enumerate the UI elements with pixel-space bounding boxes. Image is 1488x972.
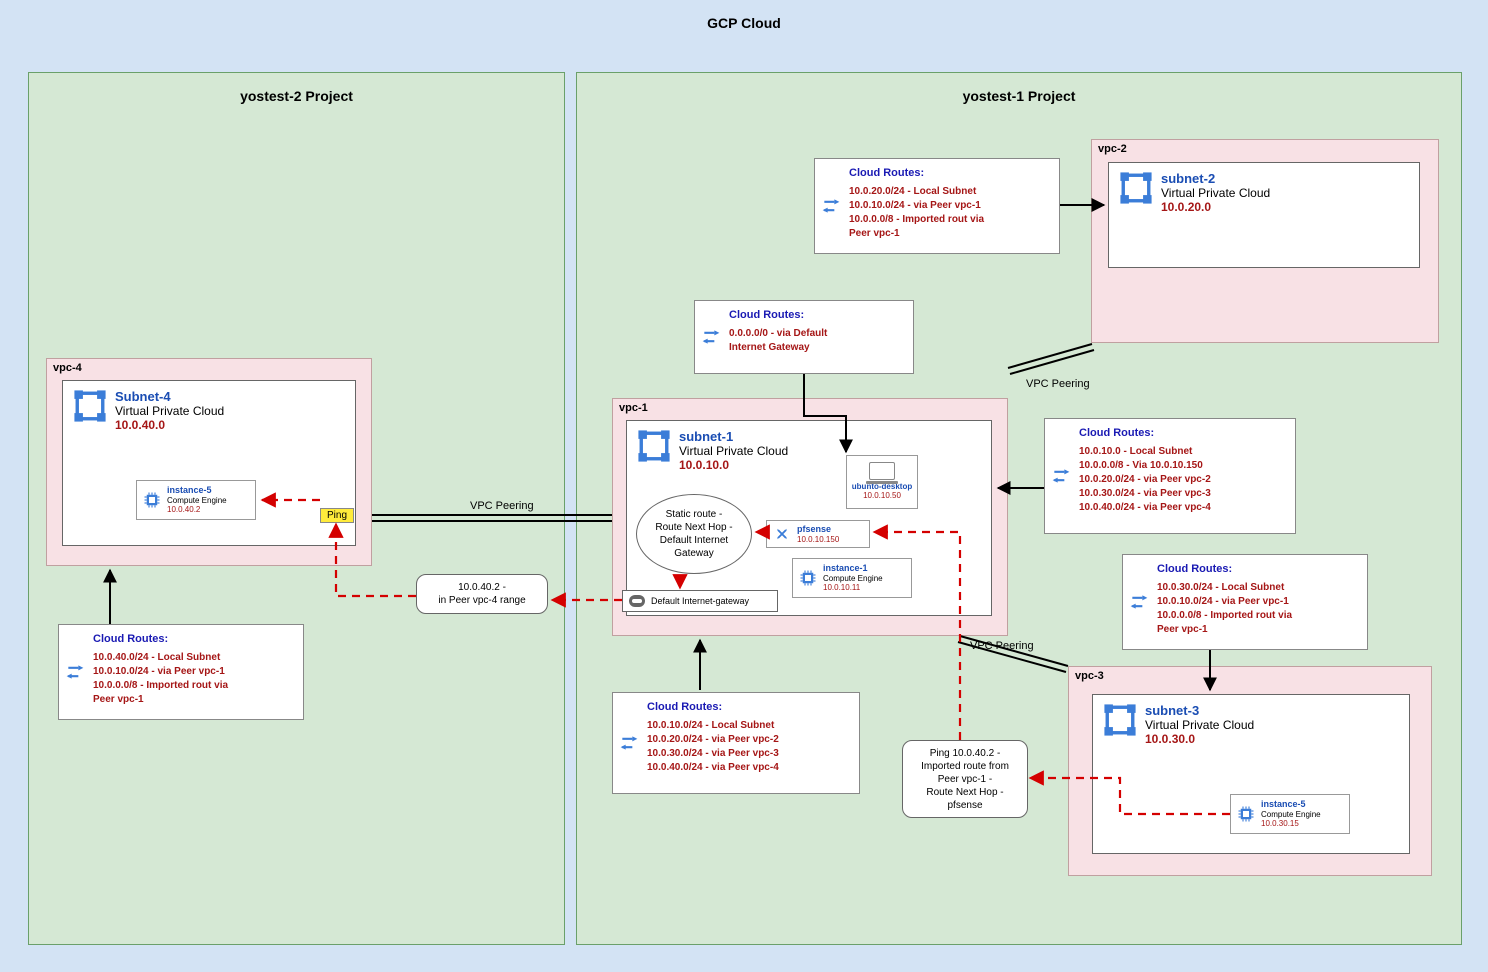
- routes-vpc1-bottom: Cloud Routes: 10.0.10.0/24 - Local Subne…: [612, 692, 860, 794]
- subnet-3-type: Virtual Private Cloud: [1145, 718, 1254, 732]
- vpc-3-label: vpc-3: [1075, 670, 1104, 682]
- pf-ip: 10.0.10.150: [797, 535, 839, 545]
- rt-title: Cloud Routes:: [1157, 563, 1357, 575]
- page-title: GCP Cloud: [0, 15, 1488, 31]
- rt-title: Cloud Routes:: [93, 633, 293, 645]
- vpc-icon: [73, 389, 107, 423]
- vpc-4-label: vpc-4: [53, 362, 82, 374]
- routes-icon: [619, 733, 639, 753]
- pfsense: pfsense 10.0.10.150: [766, 520, 870, 548]
- ubunto-desktop: ubunto-desktop 10.0.10.50: [846, 455, 918, 509]
- subnet-2-ip: 10.0.20.0: [1161, 200, 1270, 214]
- compute-engine-icon: [1237, 805, 1255, 823]
- i5b-name: instance-5: [1261, 799, 1321, 810]
- routes-default: Cloud Routes: 0.0.0.0/0 - via DefaultInt…: [694, 300, 914, 374]
- instance-5a-name: instance-5: [167, 485, 227, 496]
- subnet-4-ip: 10.0.40.0: [115, 418, 224, 432]
- vpc-icon: [637, 429, 671, 463]
- gateway-label: Default Internet-gateway: [651, 596, 749, 606]
- instance-5a-sub: Compute Engine: [167, 496, 227, 506]
- instance-5-vpc4: instance-5 Compute Engine 10.0.40.2: [136, 480, 256, 520]
- subnet-1-ip: 10.0.10.0: [679, 458, 788, 472]
- default-internet-gateway: Default Internet-gateway: [622, 590, 778, 612]
- vpc-2-label: vpc-2: [1098, 143, 1127, 155]
- compute-engine-icon: [143, 491, 161, 509]
- note-range: 10.0.40.2 -in Peer vpc-4 range: [416, 574, 548, 614]
- i1-ip: 10.0.10.11: [823, 583, 883, 593]
- rt-lines: 10.0.30.0/24 - Local Subnet10.0.10.0/24 …: [1157, 581, 1357, 637]
- subnet-2: subnet-2 Virtual Private Cloud 10.0.20.0: [1108, 162, 1420, 268]
- routes-icon: [1051, 466, 1071, 486]
- subnet-4-type: Virtual Private Cloud: [115, 404, 224, 418]
- gateway-icon: [629, 595, 645, 607]
- peering-label-bot: VPC Peering: [970, 640, 1034, 652]
- project-2-title: yostest-2 Project: [29, 88, 564, 104]
- ud-ip: 10.0.10.50: [851, 491, 913, 500]
- subnet-3-name: subnet-3: [1145, 703, 1254, 718]
- subnet-2-type: Virtual Private Cloud: [1161, 186, 1270, 200]
- vpc-icon: [1103, 703, 1137, 737]
- subnet-4-name: Subnet-4: [115, 389, 224, 404]
- peering-label-mid: VPC Peering: [470, 500, 534, 512]
- rt-lines: 10.0.10.0/24 - Local Subnet10.0.20.0/24 …: [647, 719, 849, 775]
- static-route-oval: Static route -Route Next Hop -Default In…: [636, 494, 752, 574]
- i1-name: instance-1: [823, 563, 883, 574]
- routes-icon: [1129, 592, 1149, 612]
- instance-1: instance-1 Compute Engine 10.0.10.11: [792, 558, 912, 598]
- compute-engine-icon: [799, 569, 817, 587]
- rt-lines: 10.0.20.0/24 - Local Subnet10.0.10.0/24 …: [849, 185, 1049, 241]
- pf-name: pfsense: [797, 524, 839, 535]
- peering-label-top: VPC Peering: [1026, 378, 1090, 390]
- subnet-2-name: subnet-2: [1161, 171, 1270, 186]
- laptop-icon: [869, 462, 895, 480]
- rt-title: Cloud Routes:: [1079, 427, 1285, 439]
- routes-vpc2: Cloud Routes: 10.0.20.0/24 - Local Subne…: [814, 158, 1060, 254]
- subnet-4: Subnet-4 Virtual Private Cloud 10.0.40.0: [62, 380, 356, 546]
- i5b-sub: Compute Engine: [1261, 810, 1321, 820]
- rt-lines: 0.0.0.0/0 - via DefaultInternet Gateway: [729, 327, 903, 355]
- rt-lines: 10.0.40.0/24 - Local Subnet10.0.10.0/24 …: [93, 651, 293, 707]
- i5b-ip: 10.0.30.15: [1261, 819, 1321, 829]
- instance-5-vpc3: instance-5 Compute Engine 10.0.30.15: [1230, 794, 1350, 834]
- subnet-3-ip: 10.0.30.0: [1145, 732, 1254, 746]
- vpc-1-label: vpc-1: [619, 402, 648, 414]
- rt-lines: 10.0.10.0 - Local Subnet10.0.0.0/8 - Via…: [1079, 445, 1285, 515]
- routes-vpc4: Cloud Routes: 10.0.40.0/24 - Local Subne…: [58, 624, 304, 720]
- vpc-icon: [1119, 171, 1153, 205]
- routes-icon: [821, 196, 841, 216]
- rt-title: Cloud Routes:: [647, 701, 849, 713]
- rt-title: Cloud Routes:: [849, 167, 1049, 179]
- project-1-title: yostest-1 Project: [577, 88, 1461, 104]
- instance-5a-ip: 10.0.40.2: [167, 505, 227, 515]
- routes-icon: [65, 662, 85, 682]
- ping-badge: Ping: [320, 508, 354, 523]
- routes-mid: Cloud Routes: 10.0.10.0 - Local Subnet10…: [1044, 418, 1296, 534]
- subnet-1-name: subnet-1: [679, 429, 788, 444]
- subnet-1-type: Virtual Private Cloud: [679, 444, 788, 458]
- routes-icon: [701, 327, 721, 347]
- routes-vpc3: Cloud Routes: 10.0.30.0/24 - Local Subne…: [1122, 554, 1368, 650]
- i1-sub: Compute Engine: [823, 574, 883, 584]
- rt-title: Cloud Routes:: [729, 309, 903, 321]
- router-icon: [773, 525, 791, 543]
- note-ping-imported: Ping 10.0.40.2 -Imported route fromPeer …: [902, 740, 1028, 818]
